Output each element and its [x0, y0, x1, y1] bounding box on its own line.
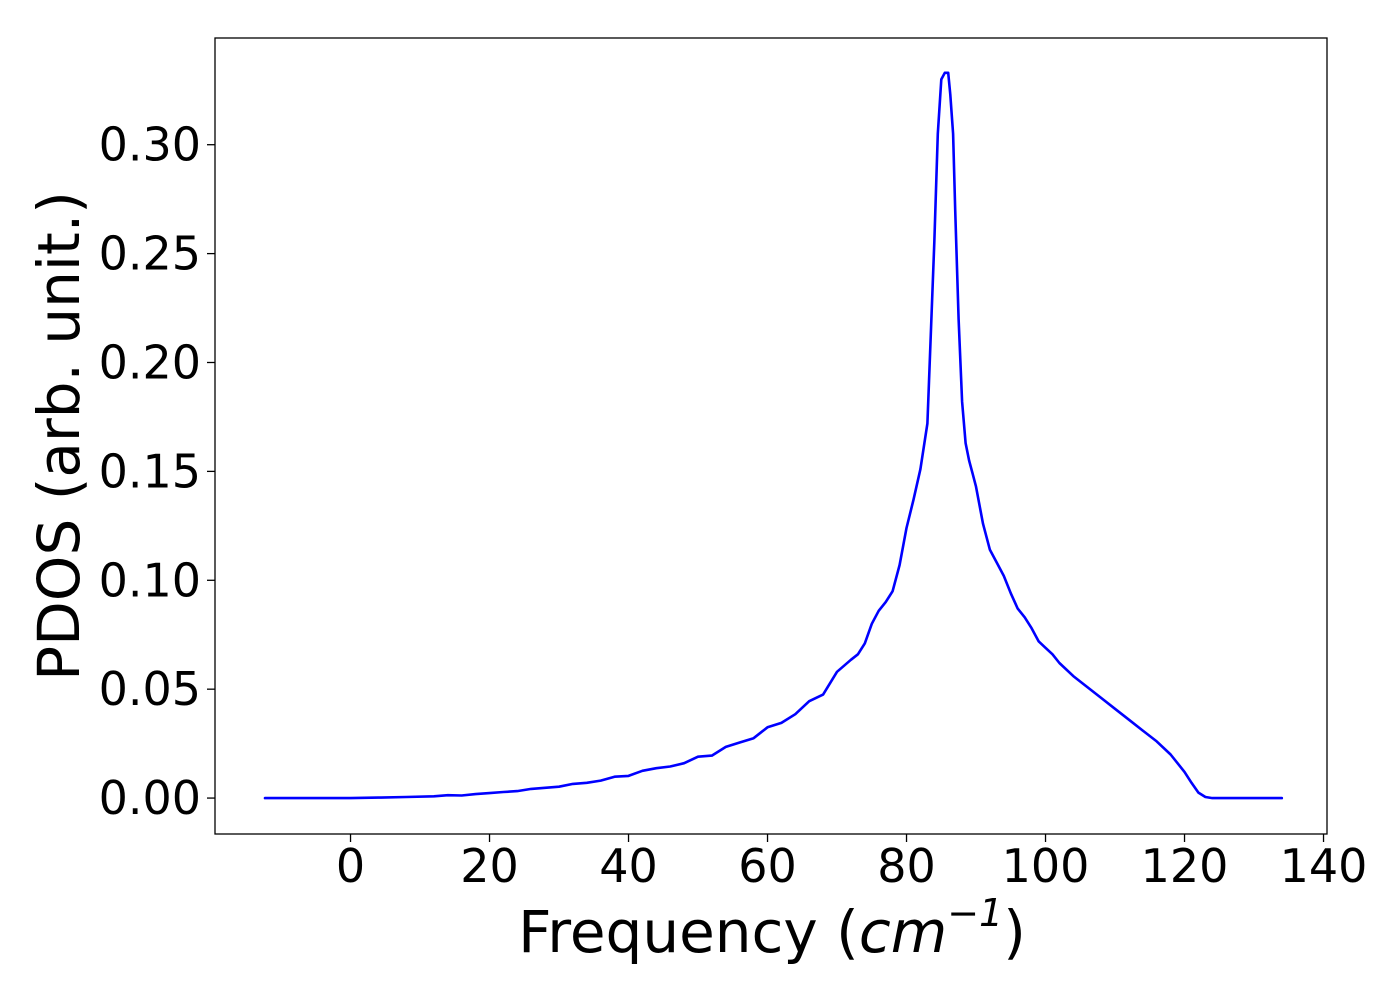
- y-axis-ticks: 0.00 0.05 0.10 0.15 0.20 0.25 0.30: [99, 118, 215, 825]
- x-tick-label: 140: [1280, 839, 1368, 893]
- y-tick-label: 0.30: [99, 118, 201, 172]
- pdos-series-line: [263, 71, 1284, 800]
- y-tick-label: 0.05: [99, 662, 201, 716]
- y-tick-label: 0.15: [99, 444, 201, 498]
- x-axis-label-unit-exponent: −1: [947, 891, 1003, 935]
- x-tick-label: 20: [460, 839, 519, 893]
- x-tick-label: 0: [336, 839, 365, 893]
- y-tick-label: 0.25: [99, 227, 201, 281]
- y-tick-label: 0.00: [99, 771, 201, 825]
- y-tick-label: 0.20: [99, 335, 201, 389]
- y-axis-label: PDOS (arb. unit.): [25, 191, 93, 681]
- y-tick-label: 0.10: [99, 553, 201, 607]
- x-tick-label: 40: [599, 839, 658, 893]
- x-axis-ticks: 0 20 40 60 80 100 120 140: [336, 834, 1368, 893]
- x-axis-label-text: Frequency: [518, 898, 818, 966]
- x-axis-label: Frequency (cm−1): [518, 891, 1026, 966]
- x-tick-label: 60: [738, 839, 797, 893]
- x-tick-label: 100: [1002, 839, 1090, 893]
- x-tick-label: 120: [1141, 839, 1229, 893]
- x-tick-label: 80: [877, 839, 936, 893]
- x-axis-label-unit: cm: [859, 898, 947, 966]
- plot-frame: [214, 37, 1328, 835]
